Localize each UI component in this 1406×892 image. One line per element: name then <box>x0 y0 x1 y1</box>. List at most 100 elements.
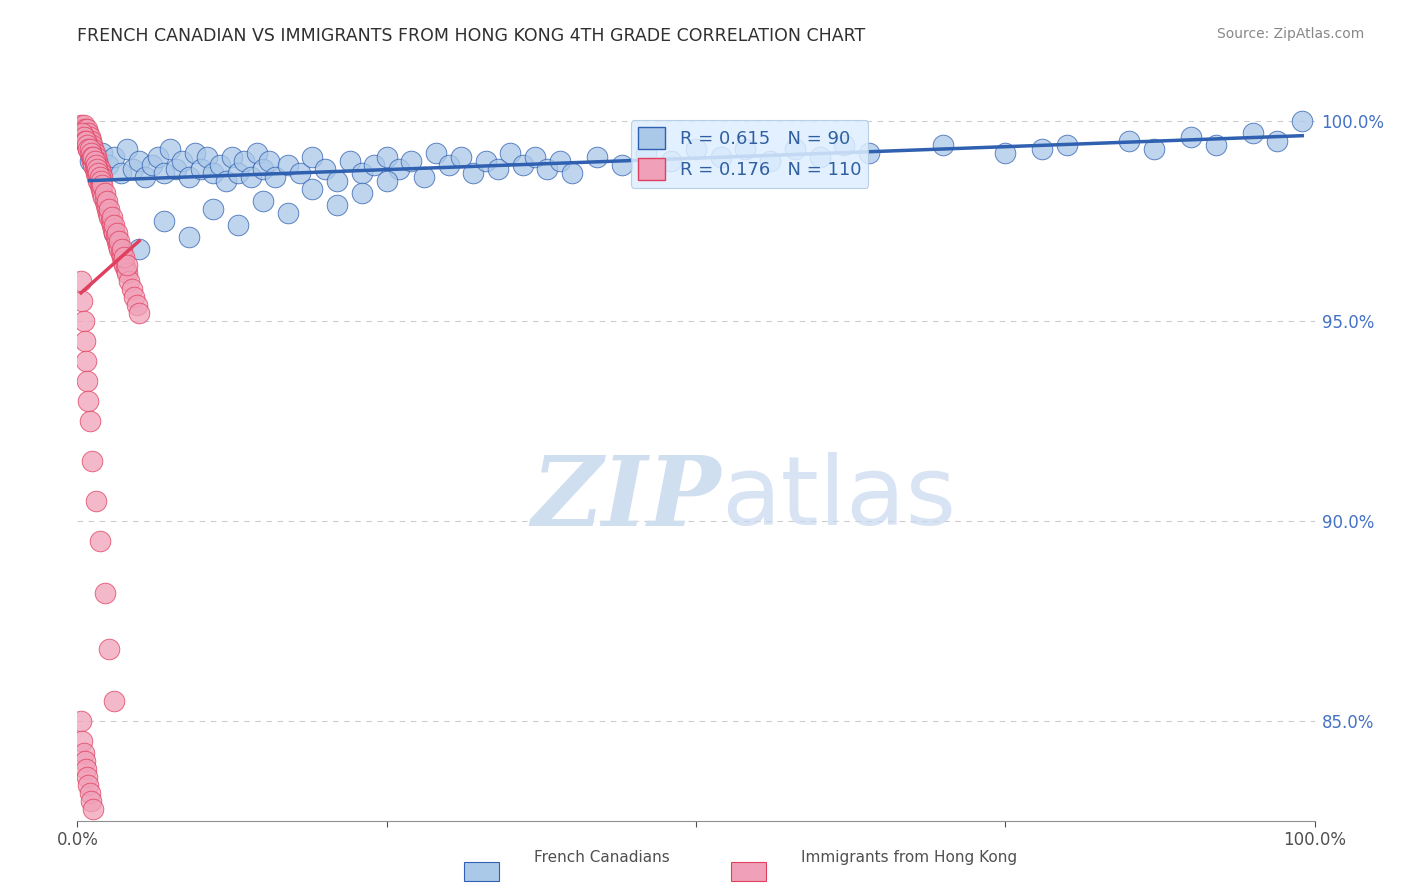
Point <box>314 162 336 177</box>
Point <box>350 186 373 201</box>
Point <box>301 150 323 164</box>
Point <box>165 162 187 177</box>
Point <box>128 242 150 256</box>
Point <box>425 146 447 161</box>
Point <box>80 134 103 148</box>
Point <box>375 150 398 164</box>
Point <box>118 274 141 288</box>
Point <box>77 778 100 792</box>
Point <box>84 158 107 172</box>
Point <box>202 202 225 216</box>
Point <box>177 230 200 244</box>
Point <box>128 154 150 169</box>
Point <box>93 586 115 600</box>
Point <box>486 162 509 177</box>
Point <box>77 394 100 409</box>
Point <box>87 158 110 172</box>
Point <box>659 154 682 169</box>
Point <box>96 202 118 216</box>
Point <box>87 174 110 188</box>
Point <box>96 194 118 208</box>
Point <box>82 150 104 164</box>
Point <box>73 130 96 145</box>
Point <box>202 166 225 180</box>
Point <box>73 122 96 136</box>
Point <box>112 250 135 264</box>
Point <box>401 154 423 169</box>
Point <box>226 218 249 232</box>
Point <box>82 142 104 156</box>
Point <box>122 162 145 177</box>
Point <box>91 178 114 193</box>
Point <box>264 170 287 185</box>
Point <box>100 214 122 228</box>
Point <box>141 158 163 172</box>
Point <box>388 162 411 177</box>
Point <box>75 762 97 776</box>
Point <box>1291 114 1313 128</box>
Point <box>75 126 97 140</box>
Point <box>561 166 583 180</box>
Point <box>70 118 93 132</box>
Point <box>84 166 107 180</box>
Point <box>610 158 633 172</box>
Point <box>101 218 124 232</box>
Point <box>79 130 101 145</box>
Point <box>153 214 176 228</box>
Point <box>226 166 249 180</box>
Text: atlas: atlas <box>721 452 956 545</box>
Point <box>104 230 127 244</box>
Point <box>110 166 132 180</box>
Point <box>463 166 485 180</box>
Text: Source: ZipAtlas.com: Source: ZipAtlas.com <box>1216 27 1364 41</box>
Point <box>326 198 349 212</box>
Point <box>103 150 125 164</box>
Point <box>636 146 658 161</box>
Point <box>75 354 97 368</box>
Point <box>101 210 124 224</box>
Point <box>77 142 100 156</box>
Point <box>1180 130 1202 145</box>
Point <box>103 222 125 236</box>
Point <box>252 162 274 177</box>
Point <box>80 794 103 808</box>
Point <box>499 146 522 161</box>
Point <box>91 170 114 185</box>
Point <box>375 174 398 188</box>
Point <box>76 770 98 784</box>
Point <box>79 142 101 156</box>
Point <box>412 170 434 185</box>
Point <box>685 142 707 156</box>
Point <box>86 162 108 177</box>
Point <box>1056 138 1078 153</box>
Point <box>128 306 150 320</box>
Point <box>82 802 104 816</box>
Point <box>84 494 107 508</box>
Point <box>994 146 1017 161</box>
Point <box>80 150 103 164</box>
Point <box>184 146 207 161</box>
Point <box>84 162 107 177</box>
Point <box>76 138 98 153</box>
Point <box>134 170 156 185</box>
Point <box>326 174 349 188</box>
Point <box>72 130 94 145</box>
Point <box>437 158 460 172</box>
Text: ZIP: ZIP <box>531 452 721 546</box>
Point <box>91 186 114 201</box>
Point <box>1205 138 1227 153</box>
Point <box>91 146 114 161</box>
Point <box>89 533 111 548</box>
Point <box>115 142 138 156</box>
Point <box>82 154 104 169</box>
Point <box>221 150 243 164</box>
Point <box>114 262 136 277</box>
Point <box>115 266 138 280</box>
Point <box>277 158 299 172</box>
Point <box>97 158 120 172</box>
Point <box>94 198 117 212</box>
Legend: R = 0.615   N = 90, R = 0.176   N = 110: R = 0.615 N = 90, R = 0.176 N = 110 <box>631 120 869 187</box>
Point <box>450 150 472 164</box>
Point <box>82 150 104 164</box>
Point <box>90 166 112 180</box>
